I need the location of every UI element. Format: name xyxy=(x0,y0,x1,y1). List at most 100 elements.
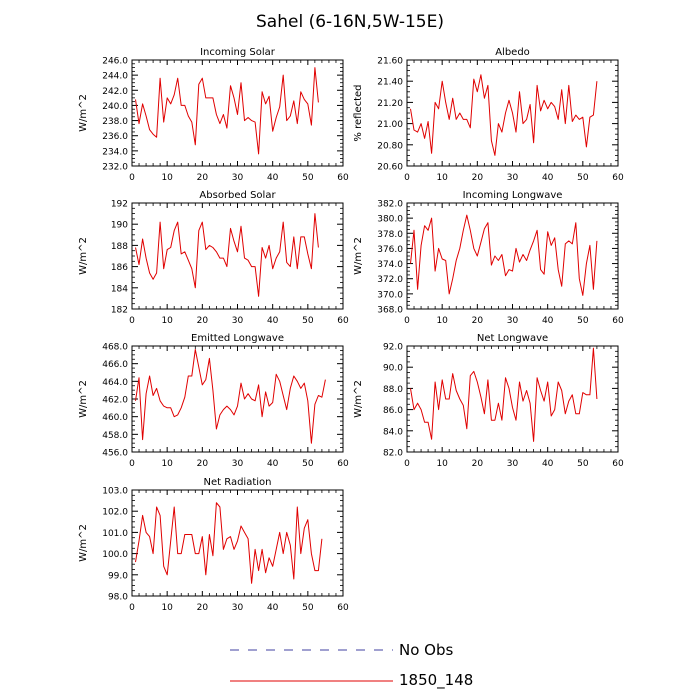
y-tick-label: 101.0 xyxy=(102,529,128,539)
y-tick-label: 462.0 xyxy=(102,396,128,406)
x-tick-label: 50 xyxy=(302,603,314,613)
y-tick-label: 103.0 xyxy=(102,487,128,497)
x-tick-label: 40 xyxy=(267,459,279,469)
x-tick-label: 60 xyxy=(337,316,349,326)
y-tick-label: 460.0 xyxy=(102,413,128,423)
y-tick-label: 236.0 xyxy=(102,132,128,142)
y-tick-label: 382.0 xyxy=(377,200,403,210)
panel-2: Absorbed Solar 0 10 20 30 40 50 60 182 184 186 188 1… xyxy=(78,190,349,326)
panel-frame xyxy=(131,489,344,597)
panel-5: Net Longwave 0 10 20 30 40 50 60 82.0 84.0 86.0 88.… xyxy=(353,333,624,469)
y-tick-label: 240.0 xyxy=(102,102,128,112)
x-tick-label: 30 xyxy=(232,603,244,613)
y-tick-label: 378.0 xyxy=(377,230,403,240)
x-tick-label: 50 xyxy=(302,316,314,326)
figure-title: Sahel (6-16N,5W-15E) xyxy=(256,12,444,32)
y-tick-label: 21.40 xyxy=(377,78,403,88)
y-tick-label: 246.0 xyxy=(102,57,128,67)
x-tick-label: 10 xyxy=(161,173,173,183)
y-tick-label: 86.0 xyxy=(383,406,403,416)
x-tick-label: 60 xyxy=(337,459,349,469)
series-line xyxy=(410,214,598,296)
panel-0: Incoming Solar 0 10 20 30 40 50 60 232.0 234.0 236… xyxy=(78,47,349,183)
y-tick-label: 190 xyxy=(111,221,128,231)
y-tick-label: 92.0 xyxy=(383,343,403,353)
y-axis-label: % reflected xyxy=(353,84,364,141)
y-tick-label: 234.0 xyxy=(102,147,128,157)
x-tick-label: 50 xyxy=(577,173,589,183)
y-tick-label: 242.0 xyxy=(102,87,128,97)
panel-6: Net Radiation 0 10 20 30 40 50 60 98.0 99.0 100.0 1… xyxy=(78,477,349,613)
x-tick-label: 40 xyxy=(267,173,279,183)
y-tick-label: 100.0 xyxy=(102,550,128,560)
y-axis-label: W/m^2 xyxy=(353,380,364,418)
x-tick-label: 10 xyxy=(436,459,448,469)
x-tick-label: 40 xyxy=(267,316,279,326)
y-axis-label: W/m^2 xyxy=(78,94,89,132)
y-tick-label: 468.0 xyxy=(102,343,128,353)
y-tick-label: 458.0 xyxy=(102,431,128,441)
x-tick-label: 50 xyxy=(577,459,589,469)
x-tick-label: 30 xyxy=(232,316,244,326)
x-tick-label: 0 xyxy=(129,459,135,469)
y-tick-label: 456.0 xyxy=(102,449,128,459)
panel-title: Emitted Longwave xyxy=(191,333,284,344)
y-tick-label: 88.0 xyxy=(383,385,403,395)
x-tick-label: 10 xyxy=(436,316,448,326)
y-tick-label: 188 xyxy=(111,242,128,252)
y-tick-label: 376.0 xyxy=(377,245,403,255)
y-tick-label: 21.00 xyxy=(377,120,403,130)
legend-label-no-obs: No Obs xyxy=(399,641,453,659)
x-tick-label: 40 xyxy=(542,316,554,326)
x-tick-label: 0 xyxy=(404,173,410,183)
panel-title: Absorbed Solar xyxy=(199,190,276,201)
panel-frame xyxy=(406,202,619,310)
y-tick-label: 98.0 xyxy=(108,593,128,603)
x-tick-label: 20 xyxy=(472,459,484,469)
x-tick-label: 20 xyxy=(472,173,484,183)
x-tick-label: 20 xyxy=(472,316,484,326)
panel-grid: Incoming Solar 0 10 20 30 40 50 60 232.0 234.0 236… xyxy=(78,47,624,613)
y-tick-label: 186 xyxy=(111,263,128,273)
x-tick-label: 30 xyxy=(232,173,244,183)
series-line xyxy=(135,502,323,584)
x-tick-label: 40 xyxy=(542,173,554,183)
panel-title: Net Radiation xyxy=(204,477,272,488)
panel-title: Incoming Longwave xyxy=(463,190,563,201)
x-tick-label: 10 xyxy=(161,603,173,613)
y-tick-label: 466.0 xyxy=(102,360,128,370)
x-tick-label: 10 xyxy=(161,316,173,326)
y-tick-label: 99.0 xyxy=(108,571,128,581)
y-tick-label: 21.60 xyxy=(377,57,403,67)
y-tick-label: 368.0 xyxy=(377,306,403,316)
x-tick-label: 50 xyxy=(302,173,314,183)
x-tick-label: 10 xyxy=(436,173,448,183)
x-tick-label: 0 xyxy=(129,173,135,183)
x-tick-label: 30 xyxy=(507,316,519,326)
y-tick-label: 374.0 xyxy=(377,260,403,270)
series-line xyxy=(135,213,319,297)
y-tick-label: 20.80 xyxy=(377,141,403,151)
panel-title: Incoming Solar xyxy=(200,47,276,58)
panel-1: Albedo 0 10 20 30 40 50 60 20.60 20.80 21.00 21.20 2… xyxy=(353,47,624,183)
x-tick-label: 50 xyxy=(577,316,589,326)
series-line xyxy=(410,74,598,156)
x-tick-label: 30 xyxy=(507,459,519,469)
panel-frame xyxy=(406,345,619,453)
x-tick-label: 20 xyxy=(197,603,209,613)
panel-title: Net Longwave xyxy=(477,333,548,344)
panel-3: Incoming Longwave 0 10 20 30 40 50 60 368.0 370.0… xyxy=(353,190,624,326)
panel-4: Emitted Longwave 0 10 20 30 40 50 60 456.0 458.0 4… xyxy=(78,333,349,469)
x-tick-label: 40 xyxy=(267,603,279,613)
x-tick-label: 50 xyxy=(302,459,314,469)
x-tick-label: 60 xyxy=(612,459,624,469)
x-tick-label: 60 xyxy=(612,173,624,183)
x-tick-label: 30 xyxy=(232,459,244,469)
y-axis-label: W/m^2 xyxy=(78,237,89,275)
x-tick-label: 20 xyxy=(197,459,209,469)
y-tick-label: 21.20 xyxy=(377,99,403,109)
x-tick-label: 0 xyxy=(404,316,410,326)
y-axis-label: W/m^2 xyxy=(353,237,364,275)
panel-frame xyxy=(131,202,344,310)
